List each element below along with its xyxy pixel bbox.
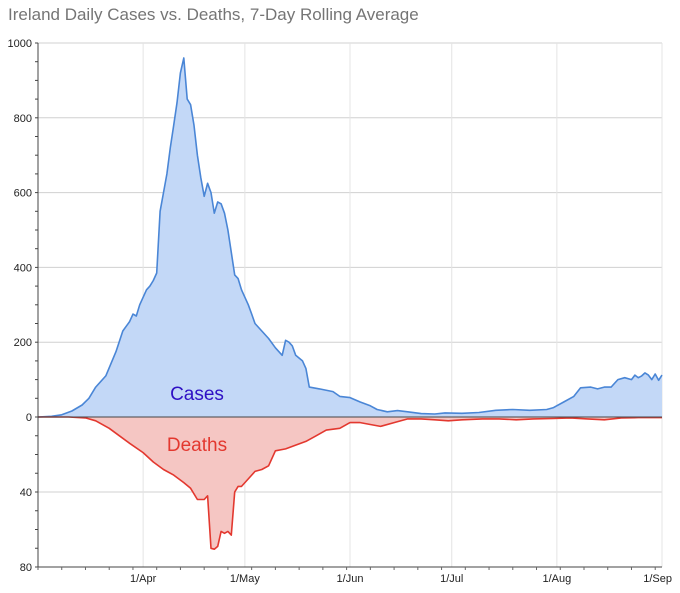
y-tick-label: 600 [14,188,32,200]
series-labels: Cases Deaths [167,384,227,456]
x-tick-label: 1/Aug [542,573,571,585]
y-tick-label: 1000 [8,38,32,50]
grid-lines [38,42,663,568]
tick-labels: 0 200 400 600 800 1000 40 80 1/Apr 1/May 1/Jun 1/Ju… [8,38,672,585]
x-tick-label: 1/Jun [337,573,364,585]
x-tick-label: 1/Jul [440,573,463,585]
x-tick-label: 1/Sep [643,573,672,585]
series-area-deaths [38,417,662,550]
axes [35,42,662,570]
y-tick-label: 400 [14,262,32,274]
y-tick-label: 0 [26,412,32,424]
x-tick-label: 1/Apr [130,573,157,585]
series-area-cases [38,58,662,417]
series-label-cases: Cases [170,384,224,405]
series-areas [37,57,663,550]
y-tick-label: 200 [14,337,32,349]
chart-title: Ireland Daily Cases vs. Deaths, 7-Day Ro… [8,5,419,24]
series-line-deaths [38,416,662,550]
x-tick-label: 1/May [230,573,260,585]
series-line-cases [37,57,663,418]
series-label-deaths: Deaths [167,435,227,456]
y-tick-label: 40 [20,487,32,499]
y-tick-label: 80 [20,562,32,574]
y-tick-label: 800 [14,113,32,125]
